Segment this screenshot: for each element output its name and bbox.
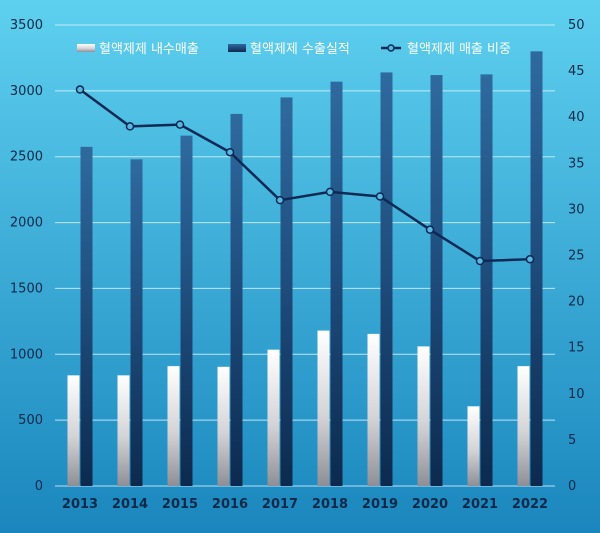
export-bar	[130, 159, 143, 486]
x-tick-label: 2016	[212, 497, 248, 512]
export-bar	[430, 75, 443, 487]
export-bar	[280, 97, 293, 486]
y-right-tick-label: 35	[568, 156, 585, 171]
domestic-sales-bar	[67, 375, 80, 486]
x-tick-label: 2015	[162, 497, 198, 512]
x-tick-label: 2019	[362, 497, 398, 512]
y-right-tick-label: 45	[568, 64, 585, 79]
ratio-line	[75, 85, 535, 266]
y-left-tick-label: 1500	[10, 281, 43, 296]
ratio-point	[475, 256, 485, 266]
ratio-point	[525, 254, 535, 264]
y-left-tick-label: 500	[18, 413, 43, 428]
ratio-point	[275, 195, 285, 205]
domestic-sales-bar	[367, 333, 380, 486]
y-right-tick-label: 20	[568, 295, 585, 310]
y-right-tick-label: 30	[568, 202, 585, 217]
domestic-sales-bar	[467, 406, 480, 486]
ratio-point	[225, 147, 235, 157]
y-right-tick-label: 10	[568, 387, 585, 402]
ratio-point	[75, 85, 85, 94]
y-right-tick-label: 5	[568, 433, 576, 448]
bars	[67, 51, 543, 487]
export-bar	[230, 113, 243, 487]
ratio-point	[125, 122, 135, 131]
domestic-sales-bar	[167, 366, 180, 486]
export-bar	[480, 74, 493, 487]
domestic-sales-bar	[417, 346, 430, 486]
ratio-series-line	[79, 88, 531, 263]
domestic-sales-bar	[517, 366, 530, 486]
export-bar	[180, 135, 193, 486]
ratio-point	[425, 225, 435, 234]
x-tick-label: 2021	[462, 497, 498, 512]
x-tick-label: 2018	[312, 497, 348, 512]
domestic-sales-bar	[117, 375, 130, 486]
domestic-sales-bar	[317, 330, 330, 486]
x-tick-label: 2014	[112, 497, 148, 512]
x-tick-label: 2020	[412, 497, 448, 512]
legend-label: 혈액제제 내수매출	[99, 42, 199, 57]
axes: 0 500 1000 1500 2000 2500 3000 3500 0 5 10 15 20 25 30…	[10, 18, 585, 512]
y-left-tick-label: 3000	[10, 84, 43, 99]
y-left-tick-label: 3500	[10, 18, 43, 33]
y-right-tick-label: 15	[568, 341, 585, 356]
legend-label: 혈액제제 매출 비중	[407, 42, 511, 57]
domestic-sales-bar	[217, 366, 230, 486]
y-left-tick-label: 0	[35, 479, 43, 494]
legend-marker	[387, 44, 395, 52]
y-right-tick-label: 40	[568, 110, 585, 125]
x-tick-label: 2017	[262, 497, 298, 512]
y-right-tick-label: 50	[568, 18, 585, 33]
ratio-point	[325, 187, 335, 197]
legend-swatch	[228, 44, 246, 52]
export-bar	[80, 146, 93, 487]
legend-label: 혈액제제 수출실적	[250, 42, 350, 57]
y-right-tick-label: 0	[568, 479, 576, 494]
x-tick-label: 2022	[512, 497, 548, 512]
x-tick-label: 2013	[62, 497, 98, 512]
legend-swatch	[77, 44, 95, 52]
y-right-tick-label: 25	[568, 249, 585, 264]
export-bar	[530, 51, 543, 486]
y-left-tick-label: 1000	[10, 347, 43, 362]
legend: 혈액제제 내수매출 혈액제제 수출실적 혈액제제 매출 비중	[77, 42, 511, 57]
export-bar	[380, 72, 393, 486]
ratio-point	[375, 192, 385, 201]
y-left-tick-label: 2500	[10, 150, 43, 165]
y-left-tick-label: 2000	[10, 216, 43, 231]
ratio-point	[175, 120, 185, 129]
export-bar	[330, 81, 343, 486]
domestic-sales-bar	[267, 349, 280, 486]
